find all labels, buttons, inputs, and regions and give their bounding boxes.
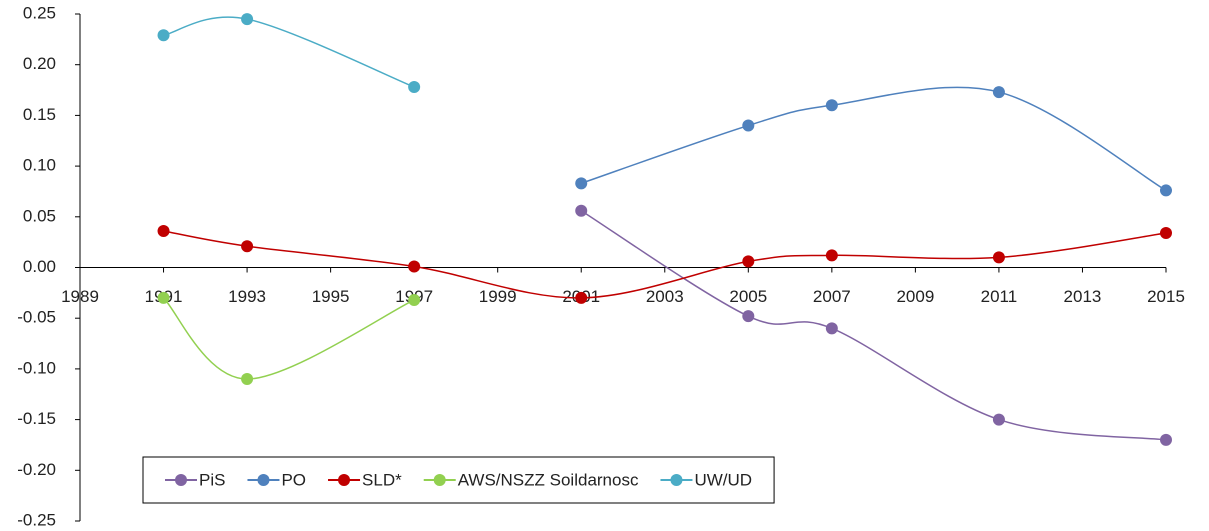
y-tick-label: -0.25 [17, 510, 56, 529]
data-point [825, 249, 838, 262]
data-point [408, 81, 421, 94]
y-tick-label: 0.10 [23, 156, 56, 175]
y-tick-label: 0.00 [23, 257, 56, 276]
data-point [742, 119, 755, 132]
x-tick-label: 2013 [1064, 287, 1102, 306]
legend-label: PO [281, 470, 306, 489]
data-point [241, 373, 254, 386]
data-point [742, 255, 755, 268]
data-point [992, 251, 1005, 264]
y-tick-label: -0.05 [17, 308, 56, 327]
x-tick-label: 1989 [61, 287, 99, 306]
y-tick-label: -0.10 [17, 358, 56, 377]
x-tick-label: 2011 [981, 287, 1018, 306]
data-point [575, 291, 588, 304]
legend-marker [175, 474, 187, 486]
series-line [580, 210, 1167, 441]
y-tick-label: -0.20 [17, 460, 56, 479]
y-tick-label: 0.20 [23, 54, 56, 73]
data-point [157, 291, 170, 304]
data-point [575, 204, 588, 217]
x-tick-label: 2005 [729, 287, 767, 306]
data-point [157, 224, 170, 237]
data-point [1160, 184, 1172, 197]
legend-marker [670, 474, 683, 486]
y-tick-label: 0.15 [23, 105, 56, 124]
y-tick-label: 0.05 [23, 206, 56, 225]
x-tick-label: 1995 [312, 287, 350, 306]
data-point [825, 322, 838, 335]
data-point [241, 13, 254, 26]
y-tick-label: 0.25 [23, 3, 56, 22]
data-point [742, 310, 755, 323]
data-point [1160, 227, 1172, 240]
legend-label: UW/UD [694, 470, 752, 489]
legend-marker [257, 474, 270, 486]
legend-label: PiS [199, 470, 225, 489]
data-point [241, 240, 254, 253]
x-tick-label: 1999 [479, 287, 517, 306]
data-point [992, 413, 1005, 426]
legend-label: SLD* [362, 470, 402, 489]
data-point [825, 99, 838, 112]
x-tick-label: 2015 [1147, 287, 1185, 306]
x-tick-label: 1993 [228, 287, 266, 306]
series-line [163, 297, 415, 380]
x-tick-label: 2009 [896, 287, 934, 306]
legend-label: AWS/NSZZ Soildarnosc [458, 470, 639, 489]
data-point [157, 29, 170, 42]
series-line [580, 86, 1167, 192]
legend-marker [433, 474, 446, 486]
x-tick-label: 2003 [646, 287, 684, 306]
y-tick-label: -0.15 [17, 409, 56, 428]
data-point [408, 293, 421, 306]
legend: PiS PO SLD* AWS/NSZZ Soildarnosc UW/UD [142, 456, 775, 504]
series-line [163, 16, 415, 88]
data-point [1160, 433, 1172, 446]
legend-marker [338, 474, 351, 486]
data-point [992, 86, 1005, 99]
x-tick-label: 2007 [813, 287, 851, 306]
data-point [575, 177, 588, 190]
data-point [408, 260, 421, 273]
